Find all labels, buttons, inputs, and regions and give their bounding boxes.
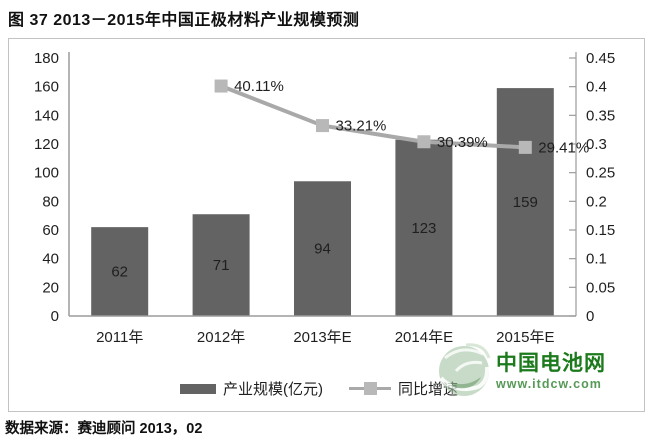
line-marker-2015年E: [518, 140, 532, 154]
right-axis-tick-label: 0.05: [586, 279, 615, 296]
bar-2011年: [91, 227, 149, 316]
chart-legend: 产业规模(亿元) 同比增速: [180, 378, 458, 399]
x-axis-category-label: 2014年E: [395, 329, 453, 346]
left-axis-tick-label: 0: [51, 308, 59, 325]
legend-line-label: 同比增速: [398, 381, 459, 398]
combo-chart: 0 20 40 60 80 100 120 140 160 180 0 0.05 0.1 0.15 0.2 0…: [34, 50, 615, 346]
left-axis-tick-label: 160: [34, 79, 59, 96]
growth-line: [220, 84, 526, 150]
right-axis-tick-label: 0.25: [586, 165, 615, 182]
line-marker-2014年E: [417, 135, 431, 149]
watermark-site-name: 中国电池网: [496, 352, 606, 375]
bar-value-label: 62: [111, 264, 128, 281]
bar-value-label: 123: [411, 220, 436, 237]
x-axis-category-label: 2011年: [96, 329, 143, 346]
bar-2012年: [192, 214, 250, 316]
legend-item-line: 同比增速: [349, 378, 458, 399]
right-axis-tick-label: 0.4: [586, 79, 607, 96]
watermark-site-url: www.itdcw.com: [496, 377, 602, 392]
bar-value-label: 159: [513, 194, 538, 211]
watermark: 中国电池网 www.itdcw.com: [436, 341, 606, 399]
x-axis-category-label: 2013年E: [293, 329, 351, 346]
left-axis-tick-label: 180: [34, 50, 59, 67]
right-axis-tick-label: 0.2: [586, 193, 607, 210]
figure-title: 图 37 2013－2015年中国正极材料产业规模预测: [8, 12, 360, 29]
watermark-text: 中国电池网 www.itdcw.com: [496, 352, 606, 392]
line-point-label: 30.39%: [437, 134, 488, 151]
bar-2014年E: [395, 139, 453, 316]
right-axis-tick-label: 0.1: [586, 251, 607, 268]
x-axis-category-label: 2015年E: [496, 329, 554, 346]
legend-line-marker: [364, 382, 377, 395]
legend-bar-swatch-icon: [180, 383, 216, 394]
bar-2013年E: [294, 181, 351, 316]
bar-value-label: 94: [314, 241, 331, 258]
right-axis-tick-label: 0.35: [586, 107, 615, 124]
right-axis-tick-label: 0.45: [586, 50, 615, 67]
legend-bar-label: 产业规模(亿元): [223, 381, 323, 398]
left-axis-tick-label: 120: [34, 136, 59, 153]
left-axis-tick-label: 40: [42, 251, 59, 268]
left-axis-tick-label: 100: [34, 165, 59, 182]
left-axis-tick-label: 60: [42, 222, 59, 239]
bar-value-label: 71: [213, 257, 230, 274]
legend-line-swatch-icon: [349, 382, 391, 395]
data-source: 数据来源：赛迪顾问 2013，02: [5, 421, 203, 437]
right-axis-tick-label: 0.3: [586, 136, 607, 153]
line-point-label: 33.21%: [336, 118, 387, 135]
left-axis-tick-label: 80: [42, 193, 59, 210]
line-marker-2013年E: [316, 119, 329, 133]
x-axis-category-label: 2012年: [197, 329, 245, 346]
line-point-label: 40.11%: [234, 78, 284, 95]
right-axis-tick-label: 0.15: [586, 222, 615, 239]
right-axis-tick-label: 0: [586, 308, 594, 325]
chart-frame: 0 20 40 60 80 100 120 140 160 180 0 0.05 0.1 0.15 0.2 0…: [8, 38, 645, 412]
legend-item-bar: 产业规模(亿元): [180, 378, 323, 399]
left-axis-tick-label: 20: [42, 279, 59, 296]
globe-swirl-logo-icon: [439, 343, 491, 396]
left-axis-tick-label: 140: [34, 107, 59, 124]
bar-2015年E: [496, 88, 554, 316]
line-marker-2012年: [214, 79, 228, 93]
line-point-label: 29.41%: [538, 139, 589, 156]
